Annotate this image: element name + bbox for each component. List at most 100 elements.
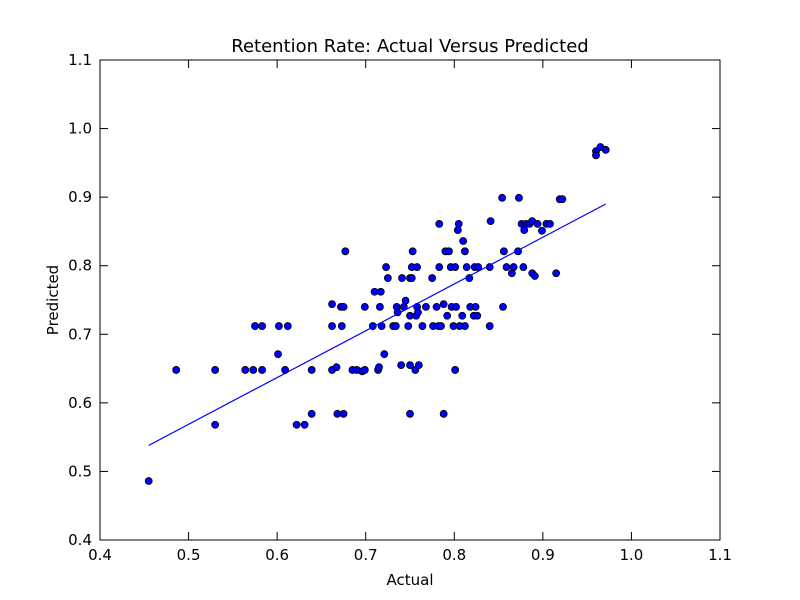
- point: [454, 219, 463, 228]
- point: [375, 302, 384, 311]
- point: [339, 409, 348, 418]
- x-tick-label: 0.9: [531, 546, 555, 564]
- point: [401, 296, 410, 305]
- point: [461, 322, 469, 330]
- x-tick-label: 0.4: [88, 546, 112, 564]
- point: [360, 366, 369, 374]
- y-tick-label: 1.1: [68, 51, 92, 69]
- point: [458, 311, 467, 320]
- y-tick-label: 0.8: [68, 257, 92, 275]
- point: [258, 366, 266, 374]
- point: [601, 145, 610, 154]
- point: [376, 287, 385, 296]
- point: [461, 247, 469, 256]
- point: [251, 322, 259, 330]
- point: [498, 193, 507, 202]
- point: [300, 420, 309, 429]
- y-tick-label: 0.9: [68, 188, 92, 206]
- point: [414, 361, 423, 370]
- point: [328, 322, 336, 330]
- point: [485, 322, 494, 330]
- point: [383, 274, 392, 282]
- point: [502, 263, 511, 271]
- point: [292, 420, 301, 429]
- x-tick-label: 1.0: [619, 546, 643, 564]
- plot-frame: [99, 59, 721, 541]
- point: [360, 302, 369, 311]
- point: [443, 311, 452, 320]
- y-tick-label: 0.6: [68, 394, 92, 412]
- y-tick-label: 0.4: [68, 531, 92, 549]
- point: [307, 409, 316, 418]
- point: [414, 308, 422, 317]
- point: [432, 302, 441, 311]
- point: [380, 350, 389, 359]
- point: [499, 247, 508, 256]
- fit-line: [148, 203, 607, 446]
- x-tick-label: 0.7: [354, 546, 378, 564]
- point: [515, 193, 523, 202]
- y-tick-label: 0.7: [68, 325, 92, 343]
- point: [435, 219, 444, 228]
- point: [375, 363, 383, 372]
- point: [471, 302, 480, 311]
- chart-title: Retention Rate: Actual Versus Predicted: [231, 36, 588, 57]
- point: [249, 366, 258, 374]
- point: [275, 322, 283, 330]
- point: [408, 247, 417, 256]
- point: [391, 322, 400, 330]
- point: [486, 217, 495, 226]
- point: [341, 247, 350, 256]
- point: [592, 151, 600, 160]
- point: [459, 237, 468, 245]
- x-tick-label: 0.6: [265, 546, 289, 564]
- x-axis-label: Actual: [387, 571, 434, 589]
- point: [422, 302, 430, 311]
- x-tick-label: 0.5: [177, 546, 201, 564]
- point: [533, 219, 542, 228]
- point: [428, 274, 437, 282]
- point: [283, 322, 292, 330]
- x-tick-label: 0.8: [442, 546, 466, 564]
- y-axis-label: Predicted: [44, 265, 62, 335]
- point: [435, 263, 444, 271]
- point: [307, 366, 316, 374]
- point: [211, 420, 220, 429]
- point: [558, 195, 567, 204]
- point: [473, 311, 482, 320]
- point: [452, 302, 460, 311]
- point: [398, 274, 406, 282]
- point: [274, 350, 282, 359]
- point: [241, 366, 250, 374]
- point: [546, 219, 554, 228]
- point: [382, 263, 390, 271]
- point: [413, 263, 421, 271]
- point: [451, 263, 460, 271]
- point: [339, 302, 348, 311]
- point: [499, 302, 507, 311]
- point: [407, 274, 416, 282]
- point: [509, 263, 518, 271]
- point: [437, 322, 445, 330]
- point: [337, 322, 346, 330]
- point: [418, 322, 427, 330]
- point: [406, 361, 414, 370]
- point: [552, 269, 561, 278]
- point: [445, 247, 453, 256]
- point: [404, 322, 413, 330]
- y-tick-label: 1.0: [68, 120, 92, 138]
- point: [462, 263, 471, 271]
- point: [451, 366, 460, 374]
- point: [406, 409, 414, 418]
- point: [439, 300, 448, 309]
- point: [258, 322, 266, 330]
- point: [144, 477, 153, 485]
- point: [439, 409, 448, 418]
- point: [538, 226, 546, 235]
- point: [530, 272, 539, 280]
- point: [332, 363, 341, 372]
- point: [211, 366, 220, 374]
- point: [172, 366, 181, 374]
